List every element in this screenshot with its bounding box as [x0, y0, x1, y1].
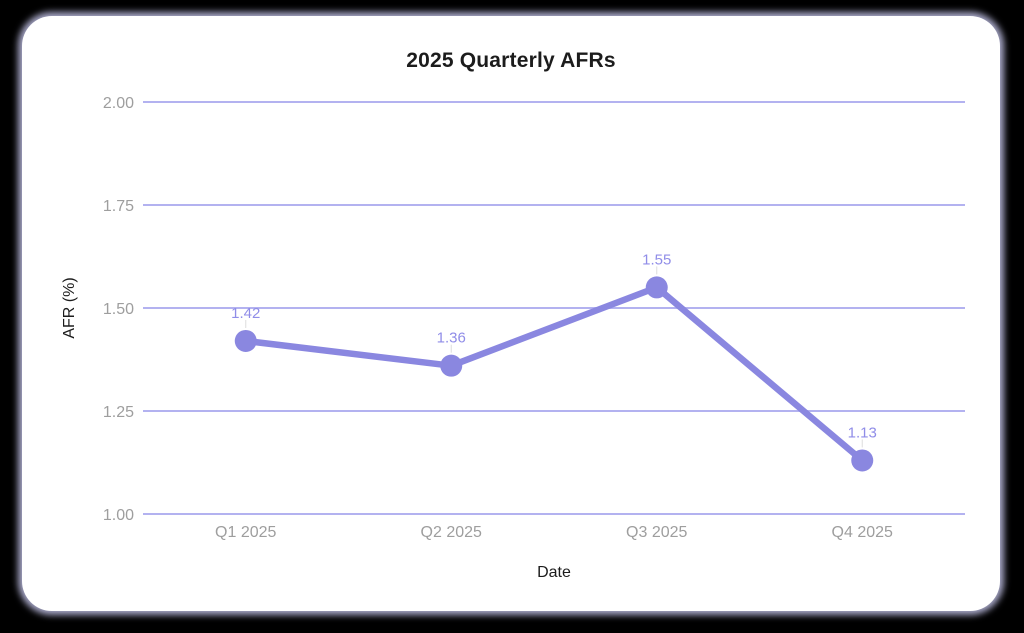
x-axis-title: Date	[537, 564, 571, 581]
chart-title: 2025 Quarterly AFRs	[406, 49, 616, 72]
y-tick-label: 2.00	[103, 95, 134, 112]
data-label: 1.36	[437, 330, 466, 347]
data-point	[645, 276, 668, 299]
data-label: 1.55	[642, 251, 671, 268]
y-tick-label: 1.75	[103, 198, 134, 215]
line-chart-canvas: 1.00 1.25 1.50 1.75 2.00 Q1 2025 Q2 2025 Q3 202…	[103, 95, 965, 541]
x-tick-label: Q3 2025	[626, 524, 687, 541]
data-point	[440, 354, 463, 377]
x-tick-label: Q2 2025	[421, 524, 482, 541]
data-label: 1.42	[231, 305, 260, 322]
y-tick-label: 1.00	[103, 507, 134, 524]
y-tick-label: 1.50	[103, 301, 134, 318]
x-tick-label: Q4 2025	[832, 524, 893, 541]
data-point	[851, 449, 874, 472]
y-tick-label: 1.25	[103, 404, 134, 421]
data-point	[234, 329, 257, 352]
data-label: 1.13	[848, 424, 877, 441]
chart-card: 2025 Quarterly AFRs AFR (%) Date 1.00 1.2…	[22, 16, 1000, 611]
x-tick-label: Q1 2025	[215, 524, 276, 541]
series-line	[242, 284, 866, 464]
